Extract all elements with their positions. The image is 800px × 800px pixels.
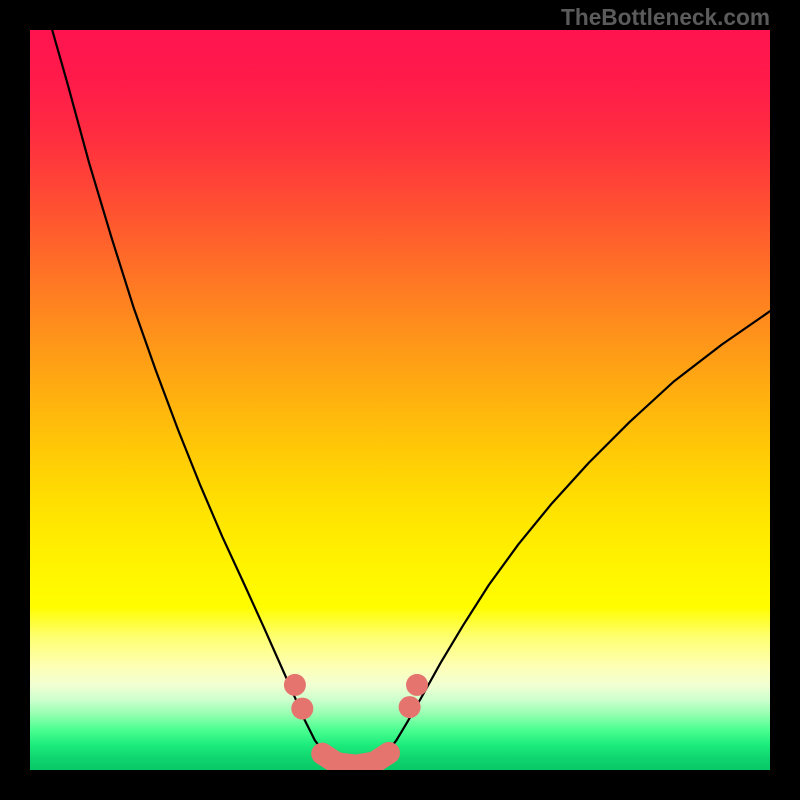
gradient-background [30, 30, 770, 770]
marker-dot [378, 742, 400, 764]
marker-dot [291, 698, 313, 720]
watermark-text: TheBottleneck.com [561, 4, 770, 31]
plot-area [30, 30, 770, 770]
chart-svg [30, 30, 770, 770]
marker-dot [399, 696, 421, 718]
marker-dot [406, 674, 428, 696]
marker-dot [284, 674, 306, 696]
